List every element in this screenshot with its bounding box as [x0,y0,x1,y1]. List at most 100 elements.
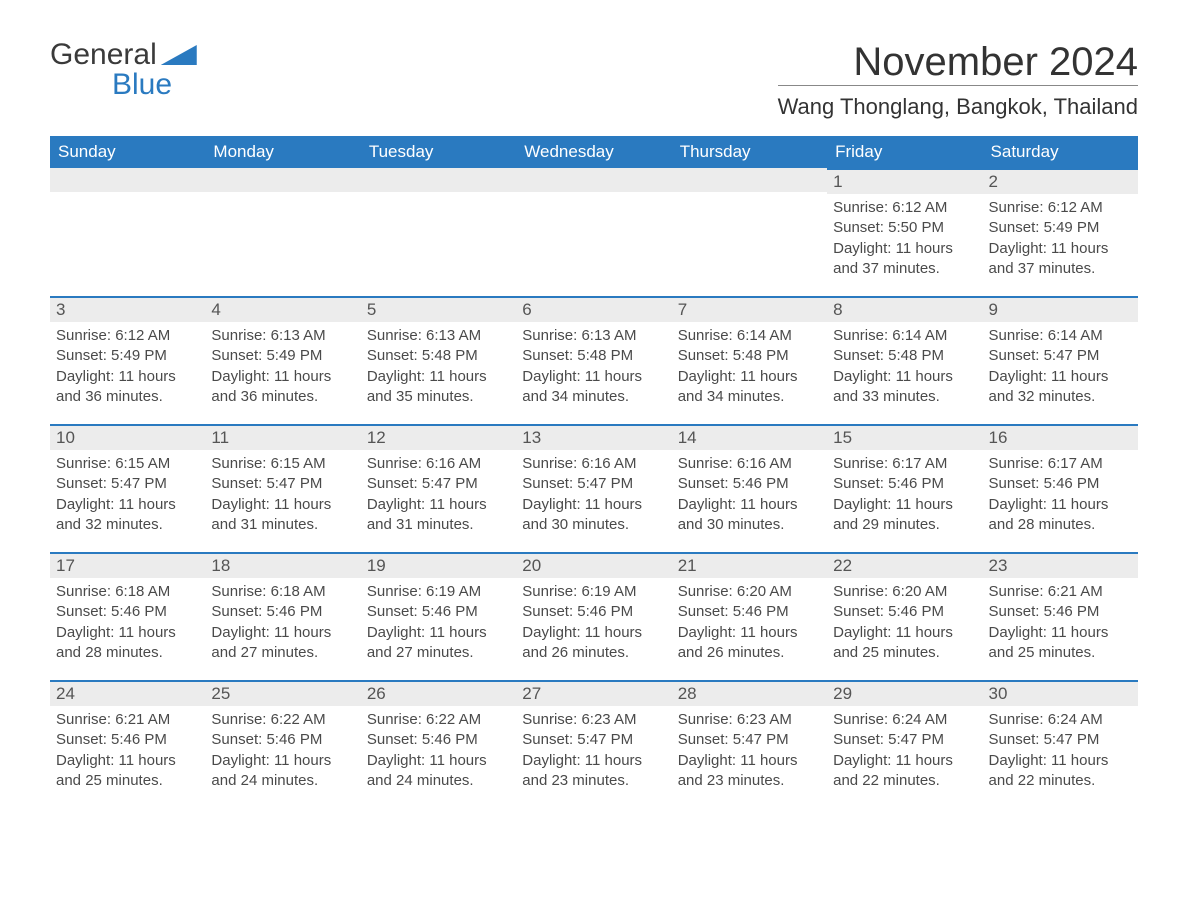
day-details: Sunrise: 6:16 AMSunset: 5:47 PMDaylight:… [361,450,516,535]
empty-day-strip [205,168,360,192]
day-number: 18 [205,552,360,578]
day-details: Sunrise: 6:18 AMSunset: 5:46 PMDaylight:… [50,578,205,663]
day-number: 13 [516,424,671,450]
day-number: 27 [516,680,671,706]
calendar-day-cell: 5Sunrise: 6:13 AMSunset: 5:48 PMDaylight… [361,296,516,424]
day-number: 29 [827,680,982,706]
day-number: 26 [361,680,516,706]
day-details: Sunrise: 6:12 AMSunset: 5:50 PMDaylight:… [827,194,982,279]
calendar-day-cell: 7Sunrise: 6:14 AMSunset: 5:48 PMDaylight… [672,296,827,424]
day-number: 24 [50,680,205,706]
header: General Blue November 2024 Wang Thonglan… [50,40,1138,128]
calendar-day-cell: 26Sunrise: 6:22 AMSunset: 5:46 PMDayligh… [361,680,516,808]
calendar-day-cell: 13Sunrise: 6:16 AMSunset: 5:47 PMDayligh… [516,424,671,552]
title-divider [778,85,1138,86]
calendar-week-row: 3Sunrise: 6:12 AMSunset: 5:49 PMDaylight… [50,296,1138,424]
day-number: 25 [205,680,360,706]
day-details: Sunrise: 6:12 AMSunset: 5:49 PMDaylight:… [983,194,1138,279]
weekday-header: Thursday [672,136,827,168]
day-details: Sunrise: 6:13 AMSunset: 5:48 PMDaylight:… [361,322,516,407]
calendar-day-cell: 21Sunrise: 6:20 AMSunset: 5:46 PMDayligh… [672,552,827,680]
brand-word-2: Blue [50,70,197,100]
calendar-day-cell: 30Sunrise: 6:24 AMSunset: 5:47 PMDayligh… [983,680,1138,808]
day-number: 10 [50,424,205,450]
weekday-header: Friday [827,136,982,168]
day-details: Sunrise: 6:12 AMSunset: 5:49 PMDaylight:… [50,322,205,407]
calendar-day-cell: 24Sunrise: 6:21 AMSunset: 5:46 PMDayligh… [50,680,205,808]
day-number: 3 [50,296,205,322]
brand-triangle-icon [161,45,197,65]
calendar-header-row: SundayMondayTuesdayWednesdayThursdayFrid… [50,136,1138,168]
calendar-day-cell: 14Sunrise: 6:16 AMSunset: 5:46 PMDayligh… [672,424,827,552]
empty-day-strip [516,168,671,192]
weekday-header: Tuesday [361,136,516,168]
day-details: Sunrise: 6:20 AMSunset: 5:46 PMDaylight:… [827,578,982,663]
day-details: Sunrise: 6:17 AMSunset: 5:46 PMDaylight:… [983,450,1138,535]
empty-day-strip [672,168,827,192]
day-number: 17 [50,552,205,578]
calendar-day-cell: 8Sunrise: 6:14 AMSunset: 5:48 PMDaylight… [827,296,982,424]
location-text: Wang Thonglang, Bangkok, Thailand [778,94,1138,120]
day-number: 21 [672,552,827,578]
day-details: Sunrise: 6:21 AMSunset: 5:46 PMDaylight:… [50,706,205,791]
day-number: 5 [361,296,516,322]
calendar-day-cell: 12Sunrise: 6:16 AMSunset: 5:47 PMDayligh… [361,424,516,552]
calendar-day-cell: 18Sunrise: 6:18 AMSunset: 5:46 PMDayligh… [205,552,360,680]
day-details: Sunrise: 6:20 AMSunset: 5:46 PMDaylight:… [672,578,827,663]
calendar-day-cell: 15Sunrise: 6:17 AMSunset: 5:46 PMDayligh… [827,424,982,552]
day-number: 16 [983,424,1138,450]
calendar-day-cell: 16Sunrise: 6:17 AMSunset: 5:46 PMDayligh… [983,424,1138,552]
calendar-day-cell: 19Sunrise: 6:19 AMSunset: 5:46 PMDayligh… [361,552,516,680]
day-details: Sunrise: 6:22 AMSunset: 5:46 PMDaylight:… [361,706,516,791]
calendar-table: SundayMondayTuesdayWednesdayThursdayFrid… [50,136,1138,808]
calendar-day-cell: 11Sunrise: 6:15 AMSunset: 5:47 PMDayligh… [205,424,360,552]
day-number: 15 [827,424,982,450]
day-details: Sunrise: 6:13 AMSunset: 5:49 PMDaylight:… [205,322,360,407]
calendar-day-cell: 4Sunrise: 6:13 AMSunset: 5:49 PMDaylight… [205,296,360,424]
calendar-week-row: 17Sunrise: 6:18 AMSunset: 5:46 PMDayligh… [50,552,1138,680]
calendar-day-cell: 10Sunrise: 6:15 AMSunset: 5:47 PMDayligh… [50,424,205,552]
day-number: 4 [205,296,360,322]
calendar-empty-cell [205,168,360,296]
day-details: Sunrise: 6:24 AMSunset: 5:47 PMDaylight:… [983,706,1138,791]
calendar-day-cell: 1Sunrise: 6:12 AMSunset: 5:50 PMDaylight… [827,168,982,296]
calendar-empty-cell [672,168,827,296]
day-details: Sunrise: 6:16 AMSunset: 5:46 PMDaylight:… [672,450,827,535]
weekday-header: Saturday [983,136,1138,168]
weekday-header: Monday [205,136,360,168]
day-details: Sunrise: 6:13 AMSunset: 5:48 PMDaylight:… [516,322,671,407]
calendar-day-cell: 22Sunrise: 6:20 AMSunset: 5:46 PMDayligh… [827,552,982,680]
brand-word-1: General [50,40,157,70]
day-details: Sunrise: 6:19 AMSunset: 5:46 PMDaylight:… [361,578,516,663]
title-block: November 2024 Wang Thonglang, Bangkok, T… [778,40,1138,128]
day-details: Sunrise: 6:21 AMSunset: 5:46 PMDaylight:… [983,578,1138,663]
calendar-day-cell: 23Sunrise: 6:21 AMSunset: 5:46 PMDayligh… [983,552,1138,680]
day-number: 23 [983,552,1138,578]
day-number: 22 [827,552,982,578]
day-number: 12 [361,424,516,450]
day-details: Sunrise: 6:18 AMSunset: 5:46 PMDaylight:… [205,578,360,663]
calendar-day-cell: 27Sunrise: 6:23 AMSunset: 5:47 PMDayligh… [516,680,671,808]
day-number: 14 [672,424,827,450]
day-details: Sunrise: 6:14 AMSunset: 5:47 PMDaylight:… [983,322,1138,407]
calendar-day-cell: 20Sunrise: 6:19 AMSunset: 5:46 PMDayligh… [516,552,671,680]
day-number: 2 [983,168,1138,194]
day-details: Sunrise: 6:19 AMSunset: 5:46 PMDaylight:… [516,578,671,663]
month-title: November 2024 [778,40,1138,85]
brand-logo: General Blue [50,40,197,100]
calendar-week-row: 24Sunrise: 6:21 AMSunset: 5:46 PMDayligh… [50,680,1138,808]
calendar-week-row: 1Sunrise: 6:12 AMSunset: 5:50 PMDaylight… [50,168,1138,296]
calendar-week-row: 10Sunrise: 6:15 AMSunset: 5:47 PMDayligh… [50,424,1138,552]
day-number: 8 [827,296,982,322]
day-details: Sunrise: 6:14 AMSunset: 5:48 PMDaylight:… [827,322,982,407]
calendar-empty-cell [50,168,205,296]
day-details: Sunrise: 6:15 AMSunset: 5:47 PMDaylight:… [50,450,205,535]
calendar-day-cell: 6Sunrise: 6:13 AMSunset: 5:48 PMDaylight… [516,296,671,424]
empty-day-strip [50,168,205,192]
calendar-day-cell: 2Sunrise: 6:12 AMSunset: 5:49 PMDaylight… [983,168,1138,296]
day-number: 1 [827,168,982,194]
day-details: Sunrise: 6:14 AMSunset: 5:48 PMDaylight:… [672,322,827,407]
day-details: Sunrise: 6:23 AMSunset: 5:47 PMDaylight:… [516,706,671,791]
calendar-day-cell: 25Sunrise: 6:22 AMSunset: 5:46 PMDayligh… [205,680,360,808]
calendar-empty-cell [516,168,671,296]
